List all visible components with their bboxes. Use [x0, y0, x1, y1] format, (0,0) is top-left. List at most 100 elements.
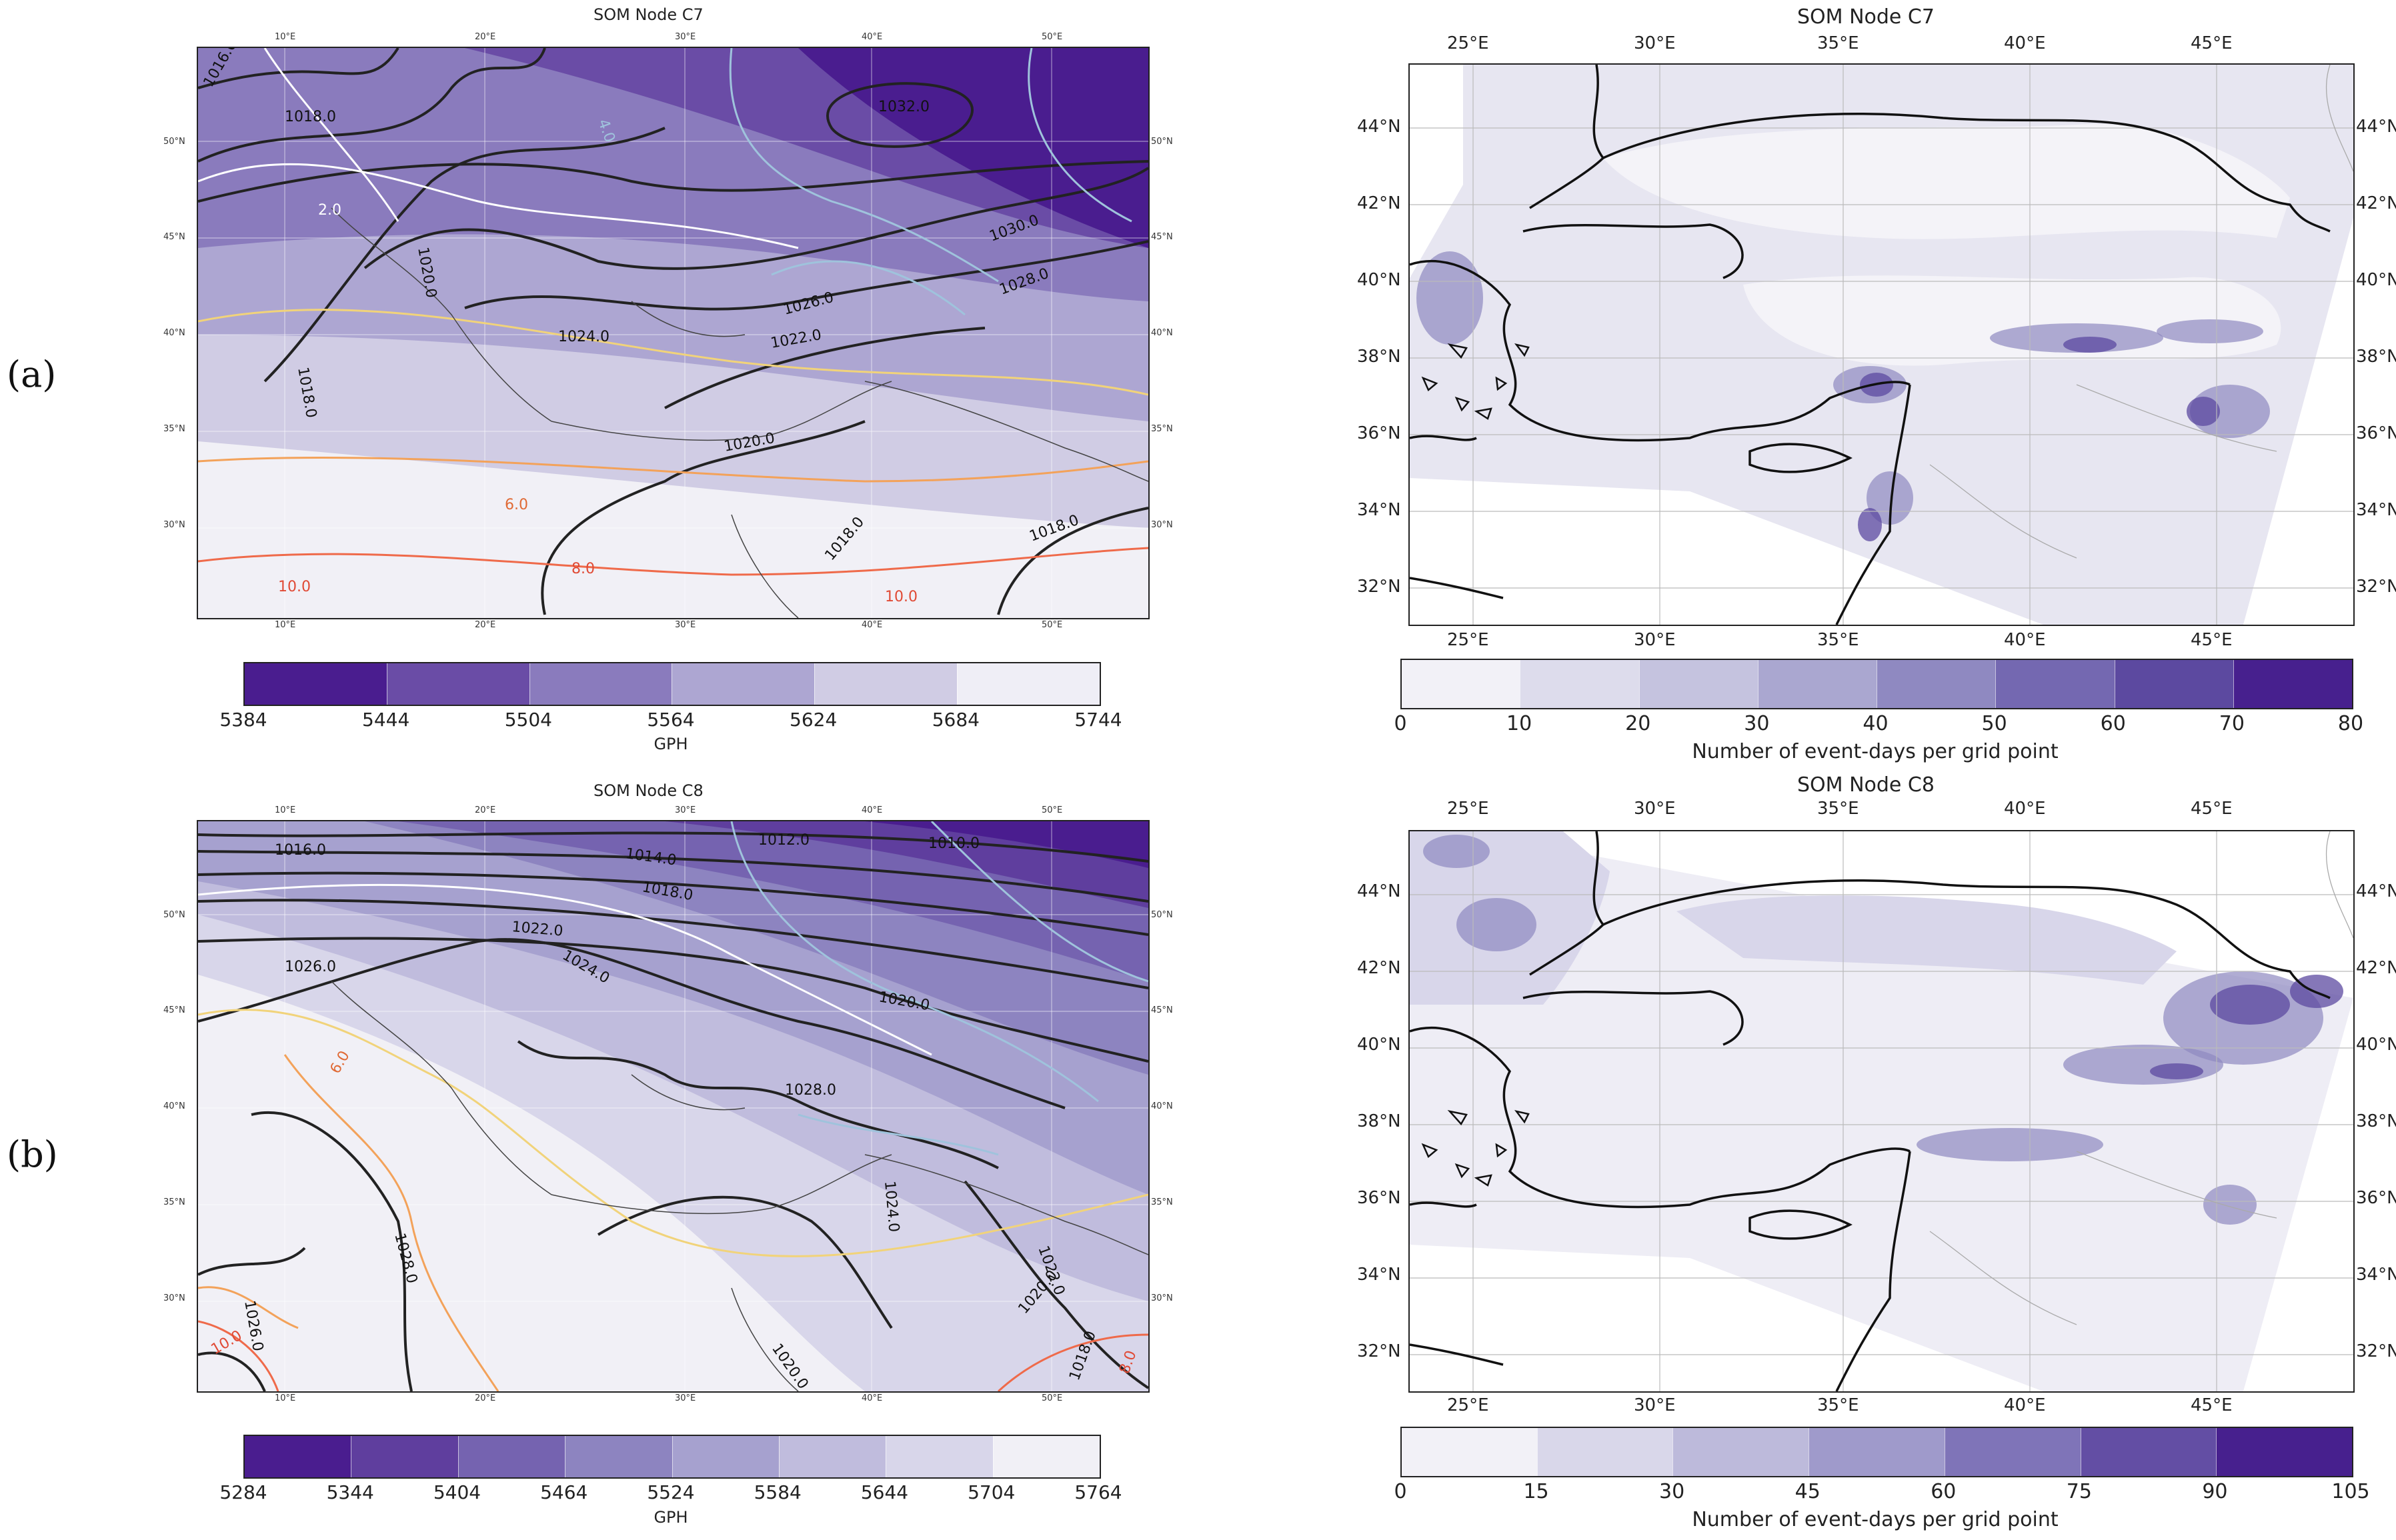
lon-tick-bottom: 40°E: [2004, 630, 2046, 650]
colorbar-segment: [1520, 660, 1639, 708]
colorbar-tick: 5464: [540, 1481, 588, 1503]
colorbar-gph-b-label: GPH: [654, 1508, 688, 1527]
count-map-b: [1408, 830, 2355, 1393]
lon-tick-top: 35°E: [1817, 33, 1859, 53]
lat-tick-left: 38°N: [1357, 1111, 1401, 1131]
colorbar-tick: 5504: [504, 709, 552, 731]
colorbar-segment: [2080, 1428, 2217, 1476]
lon-tick-top: 40°E: [862, 805, 883, 815]
colorbar-tick: 45: [1794, 1480, 1821, 1503]
lat-tick-left: 50°N: [163, 910, 185, 920]
lat-tick-right: 42°N: [2356, 958, 2396, 978]
colorbar-segment: [1995, 660, 2115, 708]
panel-label-a: (a): [7, 353, 57, 395]
lon-tick-top: 25°E: [1447, 33, 1489, 53]
colorbar-gph-a-label: GPH: [654, 735, 688, 753]
contour-label: 2.0: [318, 202, 341, 219]
lon-tick-top: 10°E: [275, 805, 296, 815]
colorbar-tick: 75: [2066, 1480, 2092, 1503]
lat-tick-left: 40°N: [163, 328, 185, 338]
lat-tick-left: 44°N: [1357, 117, 1401, 137]
lat-tick-right: 45°N: [1151, 232, 1173, 242]
colorbar-tick: 5384: [219, 709, 267, 731]
lon-tick-bottom: 30°E: [1634, 1395, 1676, 1415]
lat-tick-left: 36°N: [1357, 423, 1401, 443]
colorbar-tick: 30: [1659, 1480, 1685, 1503]
lat-tick-right: 40°N: [2356, 1035, 2396, 1055]
lat-tick-right: 35°N: [1151, 424, 1173, 434]
lat-tick-left: 30°N: [163, 520, 185, 530]
lat-tick-left: 32°N: [1357, 577, 1401, 597]
lon-tick-top: 10°E: [275, 32, 296, 42]
lon-tick-bottom: 35°E: [1817, 1395, 1859, 1415]
colorbar-tick: 5344: [326, 1481, 374, 1503]
contour-label: 1032.0: [878, 99, 930, 115]
lon-tick-top: 45°E: [2191, 33, 2233, 53]
colorbar-segment: [1536, 1428, 1673, 1476]
gph-map-title-b: SOM Node C8: [593, 781, 704, 800]
lat-tick-right: 44°N: [2356, 117, 2396, 137]
lon-tick-bottom: 20°E: [475, 1393, 496, 1403]
lon-tick-bottom: 45°E: [2191, 1395, 2233, 1415]
lat-tick-right: 42°N: [2356, 193, 2396, 213]
lat-tick-right: 32°N: [2356, 1341, 2396, 1361]
colorbar-segment: [1809, 1428, 1945, 1476]
colorbar-tick: 0: [1394, 712, 1407, 735]
lon-tick-top: 30°E: [675, 32, 696, 42]
contour-label: 6.0: [505, 497, 528, 513]
lon-tick-bottom: 35°E: [1817, 630, 1859, 650]
lat-tick-left: 45°N: [163, 232, 185, 242]
contour-label: 1026.0: [285, 959, 336, 975]
count-map-a: [1408, 63, 2355, 626]
lon-tick-bottom: 40°E: [2004, 1395, 2046, 1415]
colorbar-tick: 5624: [790, 709, 838, 731]
lat-tick-left: 42°N: [1357, 193, 1401, 213]
contour-label: 1018.0: [285, 109, 336, 125]
lat-tick-right: 36°N: [2356, 1188, 2396, 1208]
lat-tick-left: 40°N: [1357, 1035, 1401, 1055]
lon-tick-bottom: 30°E: [675, 1393, 696, 1403]
lat-tick-right: 36°N: [2356, 423, 2396, 443]
colorbar-segment: [245, 1436, 351, 1477]
lat-tick-left: 50°N: [163, 137, 185, 147]
colorbar-tick: 80: [2337, 712, 2364, 735]
lat-tick-right: 40°N: [2356, 270, 2396, 290]
contour-label: 1028.0: [785, 1082, 836, 1099]
colorbar-count-b: [1400, 1427, 2353, 1477]
lon-tick-bottom: 50°E: [1042, 620, 1063, 630]
lon-tick-bottom: 10°E: [275, 1393, 296, 1403]
colorbar-segment: [1402, 1428, 1537, 1476]
lon-tick-top: 35°E: [1817, 799, 1859, 819]
lat-tick-right: 50°N: [1151, 910, 1173, 920]
lon-tick-top: 30°E: [675, 805, 696, 815]
colorbar-tick: 20: [1625, 712, 1651, 735]
lon-tick-bottom: 50°E: [1042, 1393, 1063, 1403]
colorbar-tick: 40: [1863, 712, 1889, 735]
colorbar-segment: [2114, 660, 2233, 708]
lat-tick-left: 35°N: [163, 1197, 185, 1207]
colorbar-segment: [529, 663, 672, 705]
lon-tick-bottom: 20°E: [475, 620, 496, 630]
colorbar-tick: 5644: [860, 1481, 909, 1503]
colorbar-segment: [351, 1436, 458, 1477]
colorbar-tick: 10: [1506, 712, 1532, 735]
lat-tick-left: 40°N: [1357, 270, 1401, 290]
colorbar-tick: 50: [1981, 712, 2007, 735]
lon-tick-top: 50°E: [1042, 32, 1063, 42]
contour-label: 10.0: [278, 579, 311, 595]
lon-tick-top: 45°E: [2191, 799, 2233, 819]
lat-tick-right: 38°N: [2356, 347, 2396, 367]
lat-tick-left: 44°N: [1357, 881, 1401, 901]
colorbar-tick: 60: [1931, 1480, 1957, 1503]
contour-label: 1010.0: [928, 835, 980, 852]
contour-label: 1012.0: [758, 832, 810, 849]
lat-tick-left: 40°N: [163, 1101, 185, 1111]
colorbar-segment: [672, 663, 815, 705]
lat-tick-right: 35°N: [1151, 1197, 1173, 1207]
colorbar-gph-b: [243, 1435, 1101, 1479]
contour-label: 10.0: [885, 589, 918, 605]
lon-tick-bottom: 40°E: [862, 1393, 883, 1403]
contour-label: 8.0: [571, 561, 595, 577]
colorbar-tick: 5744: [1074, 709, 1122, 731]
gph-map-title-a: SOM Node C7: [593, 5, 704, 24]
